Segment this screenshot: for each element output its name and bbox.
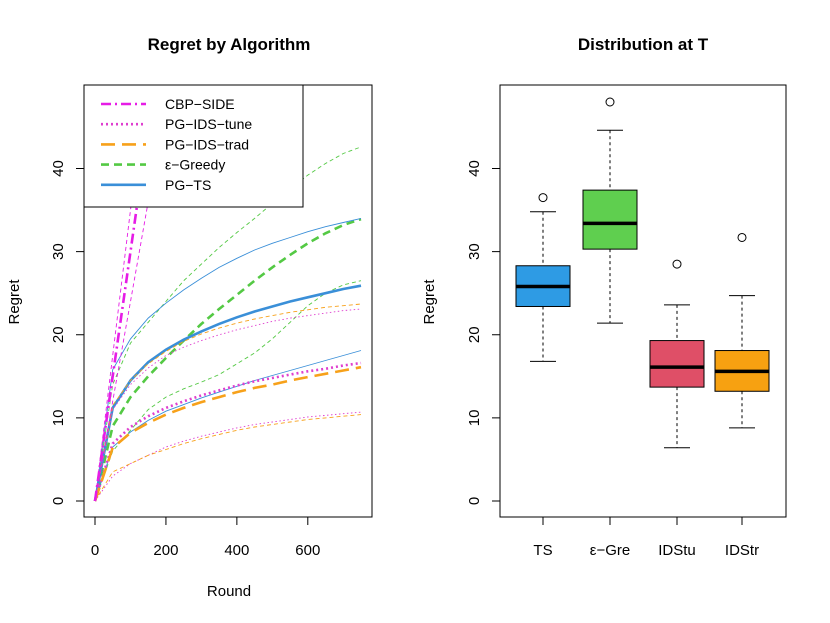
series-band-upper (94, 217, 362, 502)
box-body (582, 189, 638, 250)
box-x-tick-label: IDStu (658, 542, 696, 559)
x-tick-label: 200 (153, 542, 178, 559)
legend-label: CBP−SIDE (165, 96, 235, 112)
series-band-upper (94, 308, 362, 502)
box-outlier-point (605, 97, 615, 107)
series-band-lower (94, 350, 362, 502)
line-chart-title: Regret by Algorithm (148, 35, 311, 54)
legend-label: PG−TS (165, 177, 211, 193)
line-chart-y-axis-label: Regret (6, 279, 23, 325)
box-x-tick-label: IDStr (725, 542, 759, 559)
series-band-lower (94, 414, 362, 502)
box-plot-axes: 0 10 20 30 40 TS ε−Gre IDStu IDStr (466, 160, 759, 559)
box-y-tick-label: 30 (466, 243, 483, 260)
box-y-tick-label: 0 (466, 497, 483, 505)
box-x-tick-label: TS (533, 542, 552, 559)
legend-label: PG−IDS−trad (165, 136, 249, 152)
box-plot-y-axis-label: Regret (421, 279, 438, 325)
line-chart-axes: 0 200 400 600 0 10 20 30 40 (50, 160, 320, 559)
box-outlier-point (737, 232, 747, 242)
series-band-upper (94, 303, 362, 502)
series-band-lower (94, 201, 149, 502)
line-chart-legend: CBP−SIDE PG−IDS−tune PG−IDS−trad ε−Greedy PG… (83, 84, 304, 208)
y-tick-label: 0 (50, 497, 67, 505)
box-plot-title: Distribution at T (578, 35, 709, 54)
y-tick-label: 40 (50, 160, 67, 177)
x-tick-label: 400 (224, 542, 249, 559)
y-tick-label: 20 (50, 326, 67, 343)
box-y-tick-label: 40 (466, 160, 483, 177)
box-outlier-point (672, 259, 682, 269)
line-chart-panel: Regret by Algorithm Round Regret 0 200 400… (6, 35, 373, 600)
series-band-lower (94, 280, 362, 502)
series-mean-line (93, 361, 362, 502)
y-tick-label: 30 (50, 243, 67, 260)
y-tick-label: 10 (50, 410, 67, 427)
series-band-upper (94, 146, 362, 502)
x-tick-label: 600 (295, 542, 320, 559)
legend-box (83, 84, 304, 208)
box-y-tick-label: 10 (466, 410, 483, 427)
box-outlier-point (538, 193, 548, 203)
box-plot-panel: Distribution at T Regret 0 10 20 30 40 TS ε−Gr… (421, 35, 787, 559)
box-x-tick-label: ε−Gre (590, 542, 630, 559)
series-mean-line (93, 217, 362, 502)
legend-label: ε−Greedy (165, 157, 225, 173)
series-mean-line (93, 284, 362, 502)
x-tick-label: 0 (91, 542, 99, 559)
box-body (649, 340, 705, 388)
box-plot-boxes (515, 97, 770, 449)
series-mean-line (93, 365, 362, 502)
line-chart-x-axis-label: Round (207, 583, 251, 600)
box-y-tick-label: 20 (466, 326, 483, 343)
legend-label: PG−IDS−tune (165, 116, 252, 132)
